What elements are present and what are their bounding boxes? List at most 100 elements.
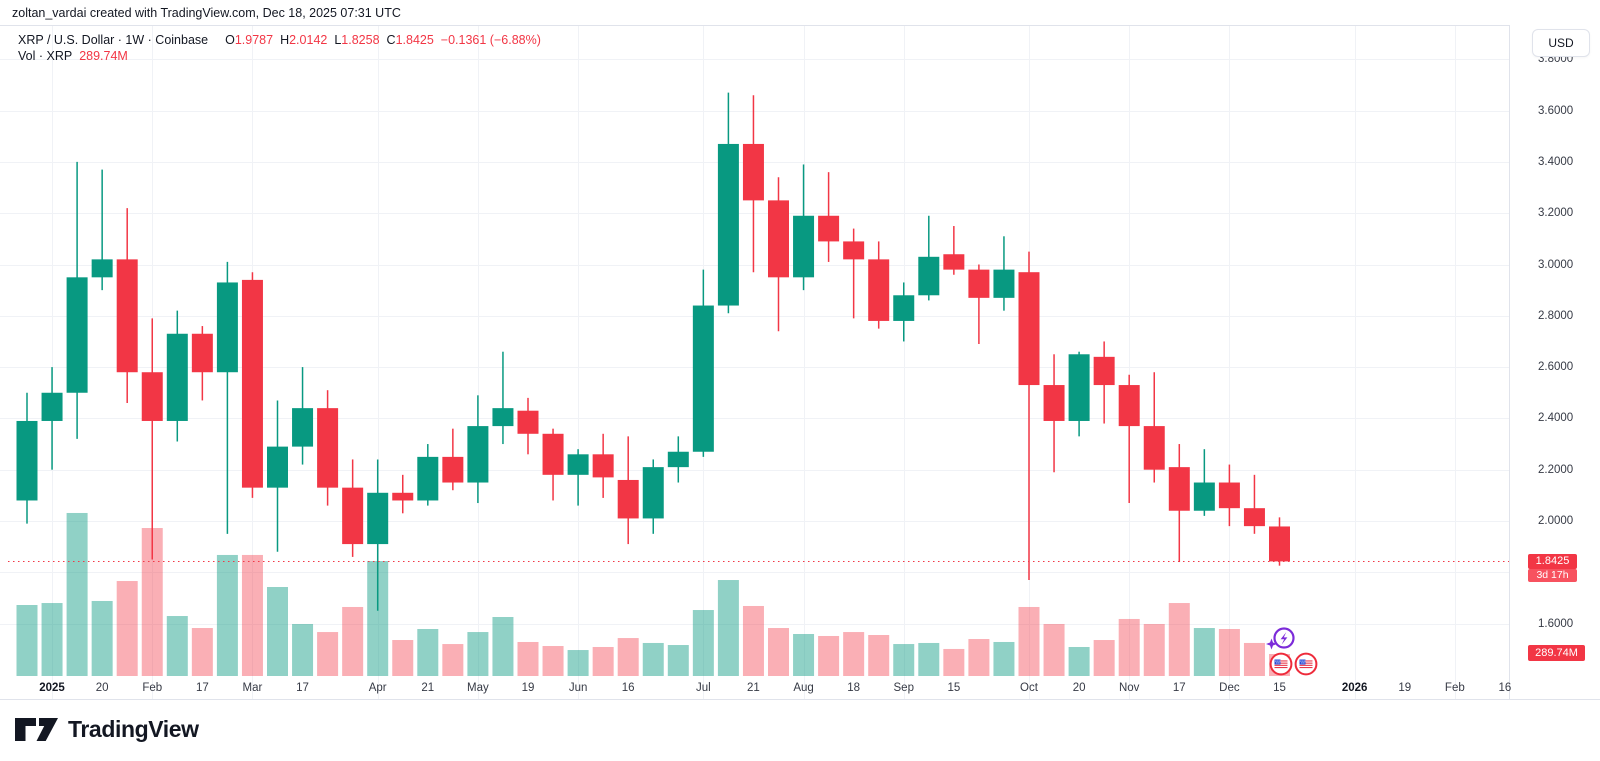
volume-bar: [717, 580, 739, 676]
time-axis-label: 17: [296, 682, 309, 694]
candle-body: [292, 408, 314, 447]
volume-bar: [968, 639, 990, 676]
volume-bar: [1168, 603, 1190, 676]
volume-bar: [617, 638, 639, 676]
candle-body: [993, 269, 1015, 298]
tradingview-logo[interactable]: TradingView: [14, 716, 199, 743]
volume-bar: [742, 605, 764, 676]
candle-body: [592, 454, 614, 478]
close-label: C: [386, 33, 396, 47]
candle-body: [868, 259, 890, 321]
time-axis-label: Nov: [1118, 682, 1140, 694]
price-axis-label: 2.4000: [1538, 412, 1574, 425]
candle-body: [642, 467, 664, 519]
volume-bar: [1068, 646, 1090, 676]
volume-bar: [66, 512, 88, 676]
time-axis-label: 20: [95, 682, 109, 694]
time-axis-label: 17: [1172, 682, 1186, 694]
candle-body: [968, 269, 990, 298]
candle-body: [1269, 526, 1290, 562]
volume-bar: [542, 646, 564, 676]
candle-body: [392, 492, 414, 501]
candle-body: [367, 492, 389, 545]
candle-body: [1043, 385, 1065, 421]
volume-bar: [292, 623, 314, 676]
candle-body: [692, 305, 714, 452]
volume-bar: [16, 605, 38, 676]
currency-usd-button[interactable]: USD: [1532, 29, 1590, 57]
volume-bar: [1143, 623, 1165, 676]
us-economic-event-icons[interactable]: [1267, 650, 1331, 678]
candle-body: [768, 200, 789, 278]
candle-body: [918, 256, 940, 296]
volume-bar: [1218, 628, 1240, 676]
time-axis-label: 19: [1398, 682, 1412, 694]
candle-body: [617, 479, 639, 519]
time-axis-label: May: [467, 682, 489, 694]
volume-bar: [267, 587, 288, 676]
volume-bar: [216, 554, 238, 676]
volume-bar: [868, 634, 890, 676]
time-axis-label: Oct: [1020, 682, 1038, 694]
spark-ideas-icon[interactable]: [1262, 623, 1302, 653]
volume-bar: [141, 528, 163, 676]
volume-bar: [1043, 623, 1065, 676]
candle-body: [241, 279, 263, 488]
candle-body: [1093, 356, 1115, 386]
candle-body: [317, 408, 339, 488]
volume-bar: [317, 632, 339, 676]
volume-bar: [918, 642, 940, 676]
volume-bar: [417, 628, 439, 676]
lightning-bolt-icon: [1280, 632, 1288, 645]
price-axis-label: 2.8000: [1538, 309, 1574, 322]
time-axis-label: Sep: [893, 682, 914, 694]
volume-bar: [241, 554, 263, 676]
candle-body: [1193, 482, 1215, 511]
volume-bar: [1093, 640, 1115, 676]
candle-body: [91, 259, 113, 278]
volume-bar: [467, 632, 489, 676]
candle-body: [1168, 467, 1190, 511]
volume-bar: [993, 641, 1015, 676]
candle-body: [567, 454, 589, 475]
time-axis-label: 18: [847, 682, 861, 694]
chart-bottom-divider: [0, 699, 1600, 700]
time-axis-label: Apr: [368, 682, 387, 694]
volume-bar: [442, 644, 464, 676]
volume-bar: [893, 644, 915, 676]
time-axis-label: 16: [1498, 682, 1512, 694]
time-axis-label: 2026: [1341, 682, 1368, 694]
time-axis-label: 2025: [39, 682, 65, 694]
price-axis-label: 1.6000: [1538, 617, 1574, 630]
volume-bar: [667, 645, 689, 676]
tradingview-logo-icon: [15, 718, 58, 741]
change-value: −0.1361 (−6.88%): [440, 33, 541, 47]
volume-bar: [692, 610, 714, 676]
candle-body: [1243, 508, 1265, 527]
candle-body: [742, 143, 764, 201]
volume-legend-value: 289.74M: [79, 49, 128, 63]
candle-body: [843, 241, 865, 260]
price-axis-label: 3.0000: [1538, 258, 1574, 271]
time-axis-label: Jun: [568, 682, 588, 694]
volume-legend: Vol · XRP 289.74M: [18, 49, 128, 63]
us-flag-event-icon-1[interactable]: [1269, 652, 1293, 676]
candle-body: [1143, 426, 1165, 470]
volume-bar: [1118, 618, 1140, 676]
us-flag-event-icon-2[interactable]: [1294, 652, 1318, 676]
time-axis-label: 20: [1072, 682, 1086, 694]
volume-bar: [492, 617, 514, 676]
symbol-title: XRP / U.S. Dollar · 1W · Coinbase: [18, 33, 209, 47]
candle-body: [16, 420, 38, 501]
price-axis-label: 2.6000: [1538, 361, 1574, 374]
candle-body: [66, 277, 88, 393]
volume-badge: 289.74M: [1528, 645, 1585, 661]
candle-body: [717, 143, 739, 306]
volume-bar: [392, 640, 414, 676]
candle-body: [542, 433, 564, 475]
candle-body: [166, 333, 188, 421]
tradingview-logo-text: TradingView: [68, 716, 199, 742]
candle-body: [818, 215, 840, 242]
